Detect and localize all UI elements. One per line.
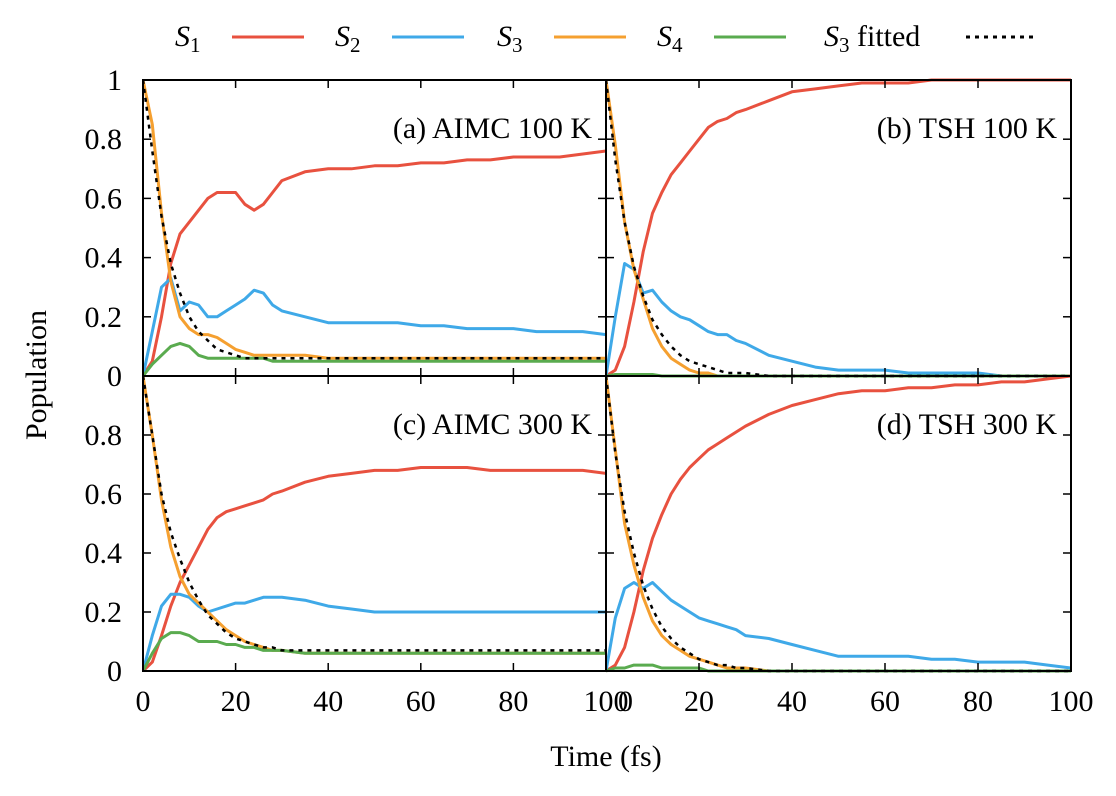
y-tick-label: 0.4 — [85, 537, 123, 570]
legend: S1 S2 S3 S4 S3 fitted — [175, 20, 1038, 57]
series-line-s1 — [143, 149, 606, 377]
x-tick-label: 0 — [136, 685, 151, 718]
series-line-s2 — [606, 581, 1071, 672]
series-line-fit — [143, 79, 606, 360]
y-tick-label: 0.6 — [85, 182, 123, 215]
legend-label-sub: 1 — [190, 33, 201, 57]
y-tick-label: 1 — [107, 64, 122, 97]
series-line-fit — [606, 79, 1071, 378]
panel-series — [143, 375, 606, 673]
series-line-s1 — [606, 374, 1071, 673]
series-line-s4 — [143, 79, 606, 360]
x-tick-label: 100 — [1049, 685, 1094, 718]
legend-label-base: S — [657, 20, 672, 53]
legend-label-3: S3 — [497, 20, 523, 57]
legend-label-2: S2 — [335, 20, 361, 57]
x-tick-label: 40 — [777, 685, 807, 718]
legend-label-sub: 3 — [839, 33, 850, 57]
y-tick-label: 0.2 — [85, 596, 123, 629]
y-tick-label: 0.6 — [85, 478, 123, 511]
series-line-s1 — [143, 466, 606, 673]
series-line-s2 — [143, 592, 606, 672]
series-line-s3 — [143, 631, 606, 672]
panel-3: (c) AIMC 300 K — [143, 375, 606, 673]
panels: (a) AIMC 100 K (b) TSH 100 K (c) AIMC 300 … — [143, 78, 1071, 673]
legend-label-5: S3 fitted — [824, 20, 920, 57]
legend-label-4: S4 — [657, 20, 683, 57]
legend-label-base: S — [335, 20, 350, 53]
legend-label-suffix: fitted — [850, 20, 921, 53]
x-tick-label: 60 — [406, 685, 436, 718]
y-tick-label: 0 — [107, 655, 122, 688]
panel-label: (b) TSH 100 K — [877, 112, 1058, 145]
legend-label-sub: 3 — [512, 33, 523, 57]
x-tick-label: 40 — [313, 685, 343, 718]
panel-1: (a) AIMC 100 K — [143, 79, 606, 377]
y-tick-label: 0.2 — [85, 301, 123, 334]
series-line-s2 — [606, 262, 1071, 378]
series-line-fit — [143, 375, 606, 652]
panel-label: (d) TSH 300 K — [877, 408, 1058, 441]
panel-4: (d) TSH 300 K — [606, 374, 1071, 673]
legend-label-sub: 4 — [672, 33, 683, 57]
x-tick-label: 20 — [684, 685, 714, 718]
series-line-s3 — [143, 341, 606, 377]
y-tick-label: 0 — [107, 360, 122, 393]
legend-label-base: S — [824, 20, 839, 53]
series-line-s2 — [143, 276, 606, 377]
y-tick-label: 0.8 — [85, 419, 123, 452]
legend-label-base: S — [497, 20, 512, 53]
axis-ticks: 0 20 40 60 80 100 20 40 60 80 100000.20.40.60.8100… — [85, 64, 1094, 718]
panel-series — [143, 79, 606, 377]
x-tick-label: 80 — [963, 685, 993, 718]
panel-label: (a) AIMC 100 K — [393, 112, 592, 145]
panel-label: (c) AIMC 300 K — [393, 408, 592, 441]
x-tick-label: 60 — [870, 685, 900, 718]
x-axis-label: Time (fs) — [550, 740, 661, 773]
x-tick-label: 20 — [221, 685, 251, 718]
legend-label-1: S1 — [175, 20, 201, 57]
x-tick-label: 80 — [498, 685, 528, 718]
x-tick-label: 0 — [618, 685, 633, 718]
legend-label-sub: 2 — [350, 33, 361, 57]
panel-2: (b) TSH 100 K — [606, 78, 1071, 378]
legend-label-base: S — [175, 20, 190, 53]
y-tick-label: 0.4 — [85, 242, 123, 275]
y-tick-label: 0.8 — [85, 123, 123, 156]
y-axis-label: Population — [20, 310, 53, 440]
x-tick-label: 100 — [584, 685, 629, 718]
